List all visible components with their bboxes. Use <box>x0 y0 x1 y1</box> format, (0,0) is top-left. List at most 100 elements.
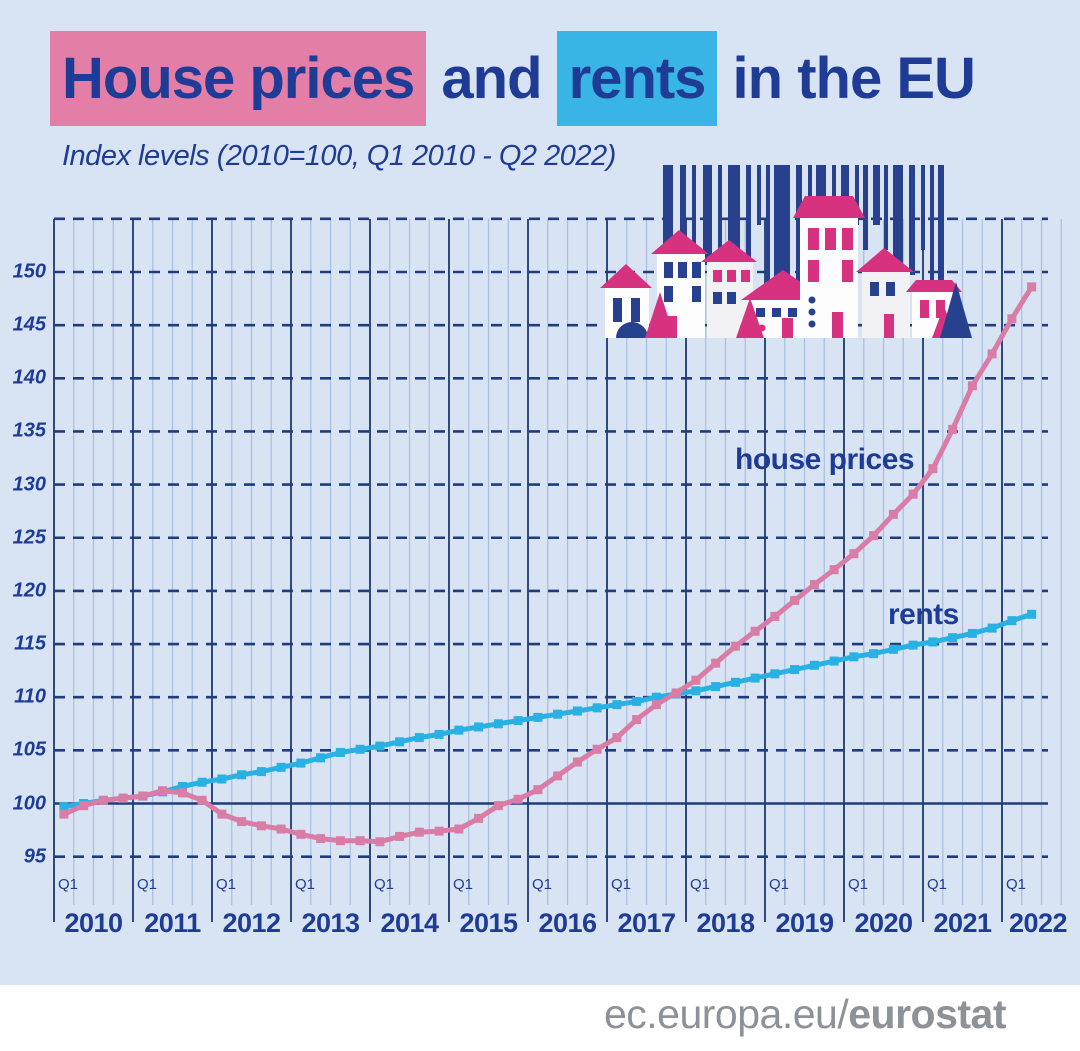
q1-tick-2011: Q1 <box>137 876 158 893</box>
data-point <box>335 836 345 846</box>
y-tick-115: 115 <box>14 632 46 655</box>
q1-tick-2014: Q1 <box>374 876 395 893</box>
data-point <box>79 801 89 811</box>
data-point <box>256 821 266 831</box>
data-point <box>651 700 661 710</box>
data-point <box>217 774 227 784</box>
data-point <box>572 757 582 767</box>
data-point <box>671 688 681 698</box>
data-point <box>829 565 839 575</box>
rents-series <box>59 609 1037 812</box>
data-point <box>454 725 464 735</box>
data-point <box>434 826 444 836</box>
data-point <box>395 737 405 747</box>
data-point <box>118 793 128 803</box>
data-point <box>790 595 800 605</box>
data-point <box>296 829 306 839</box>
data-point <box>513 716 523 726</box>
title-end: in the EU <box>717 45 976 111</box>
y-tick-125: 125 <box>12 526 46 549</box>
data-point <box>632 696 642 706</box>
year-label-2022: 2022 <box>1008 908 1068 938</box>
data-point <box>316 834 326 844</box>
data-point <box>493 719 503 729</box>
data-point <box>276 762 286 772</box>
data-point <box>434 729 444 739</box>
house-prices-series-label: house prices <box>735 443 915 476</box>
data-point <box>730 641 740 651</box>
year-label-2015: 2015 <box>459 908 518 938</box>
data-point <box>711 682 721 692</box>
data-point <box>967 628 977 638</box>
y-tick-135: 135 <box>12 419 46 442</box>
y-tick-105: 105 <box>12 738 46 761</box>
data-point <box>592 744 602 754</box>
data-point <box>592 703 602 713</box>
data-point <box>750 673 760 683</box>
q1-tick-2016: Q1 <box>532 876 553 893</box>
data-point <box>770 611 780 621</box>
data-point <box>533 712 543 722</box>
chart-subtitle: Index levels (2010=100, Q1 2010 - Q2 202… <box>62 140 616 172</box>
data-point <box>612 700 622 710</box>
year-label-2021: 2021 <box>933 908 992 938</box>
footer-url-regular: ec.europa.eu/ <box>603 991 849 1037</box>
footer-url-bold: eurostat <box>848 991 1006 1037</box>
q1-tick-2017: Q1 <box>611 876 632 893</box>
data-point <box>948 633 958 643</box>
data-point <box>316 753 326 763</box>
data-point <box>987 349 997 359</box>
data-point <box>888 509 898 519</box>
data-point <box>1027 609 1037 619</box>
data-point <box>59 809 69 819</box>
data-point <box>335 747 345 757</box>
data-point <box>928 464 938 474</box>
y-tick-130: 130 <box>12 473 46 496</box>
year-label-2012: 2012 <box>222 908 281 938</box>
q1-tick-2012: Q1 <box>216 876 237 893</box>
data-point <box>553 771 563 781</box>
year-label-2013: 2013 <box>301 908 360 938</box>
y-tick-95: 95 <box>23 845 46 868</box>
data-point <box>750 626 760 636</box>
data-point <box>296 758 306 768</box>
year-label-2019: 2019 <box>775 908 834 938</box>
data-point <box>849 549 859 559</box>
grid-lines <box>53 217 1062 922</box>
y-tick-110: 110 <box>14 685 46 708</box>
year-label-2018: 2018 <box>696 908 755 938</box>
data-point <box>908 640 918 650</box>
houses-illustration <box>600 165 972 338</box>
data-point <box>375 741 385 751</box>
data-point <box>869 531 879 541</box>
data-point <box>355 836 365 846</box>
q1-tick-2010: Q1 <box>58 876 79 893</box>
data-point <box>790 665 800 675</box>
q1-tick-2015: Q1 <box>453 876 474 893</box>
title-highlight-house-prices: House prices <box>50 30 427 126</box>
data-point <box>651 692 661 702</box>
data-point <box>691 675 701 685</box>
year-label-2016: 2016 <box>538 908 597 938</box>
data-point <box>177 788 187 798</box>
year-label-2010: 2010 <box>64 908 123 938</box>
data-point <box>493 801 503 811</box>
y-tick-140: 140 <box>12 366 46 389</box>
data-point <box>197 777 207 787</box>
q1-tick-2020: Q1 <box>848 876 869 893</box>
data-point <box>1027 282 1037 292</box>
data-point <box>928 637 938 647</box>
data-point <box>158 786 168 796</box>
title-middle: and <box>426 45 557 111</box>
data-point <box>177 781 187 791</box>
data-point <box>533 785 543 795</box>
year-label-2014: 2014 <box>380 908 439 938</box>
title-highlight-rents: rents <box>556 30 718 126</box>
y-tick-120: 120 <box>12 579 46 602</box>
data-point <box>888 644 898 654</box>
data-point <box>474 722 484 732</box>
data-point <box>809 580 819 590</box>
page-title: House prices and rents in the EU <box>50 30 976 126</box>
year-label-2017: 2017 <box>617 908 676 938</box>
